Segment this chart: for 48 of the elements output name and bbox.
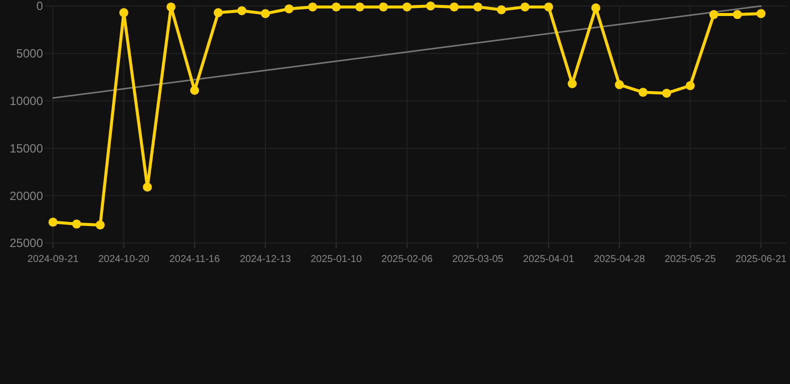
point — [426, 2, 436, 10]
point — [662, 88, 672, 98]
point — [378, 2, 388, 12]
x-tick-label: 2025-06-21 — [735, 254, 788, 265]
point — [237, 6, 246, 16]
x-tick-label: 2024-10-20 — [98, 254, 150, 265]
y-tick-label: 25000 — [10, 236, 44, 250]
point — [190, 86, 200, 95]
point — [119, 8, 128, 18]
point — [142, 182, 152, 192]
x-tick-label: 2024-11-16 — [169, 254, 220, 265]
point — [544, 2, 554, 12]
point — [450, 2, 459, 12]
point — [568, 79, 577, 88]
x-tick-label: 2025-01-10 — [310, 254, 362, 265]
point — [709, 10, 718, 20]
y-tick-label: 15000 — [10, 141, 44, 156]
point — [402, 2, 412, 12]
point — [96, 220, 105, 230]
point — [48, 218, 58, 227]
point — [284, 4, 294, 14]
y-tick-label: 5000 — [16, 46, 44, 61]
x-tick-label: 2025-04-01 — [523, 254, 575, 265]
x-tick-label: 2025-05-25 — [664, 254, 716, 265]
point — [591, 3, 600, 12]
x-tick-label: 2024-12-13 — [240, 254, 292, 265]
point — [308, 2, 318, 12]
x-tick-label: 2024-09-21 — [27, 254, 80, 265]
point — [732, 10, 742, 20]
point — [260, 9, 270, 18]
point — [72, 220, 82, 229]
y-tick-label: 0 — [36, 0, 44, 14]
x-tick-label: 2025-03-05 — [452, 254, 504, 265]
point — [756, 9, 766, 18]
y-tick-label: 10000 — [10, 94, 44, 108]
point — [214, 8, 223, 18]
x-tick-label: 2025-04-28 — [594, 254, 646, 265]
point — [638, 88, 648, 97]
point — [520, 2, 530, 12]
point — [686, 81, 695, 90]
x-tick-label: 2025-02-06 — [381, 254, 434, 265]
point — [496, 5, 506, 14]
point — [166, 2, 176, 12]
point — [614, 80, 624, 90]
point — [332, 2, 341, 12]
point — [473, 2, 482, 12]
point — [355, 2, 364, 12]
y-tick-label: 20000 — [10, 188, 44, 203]
